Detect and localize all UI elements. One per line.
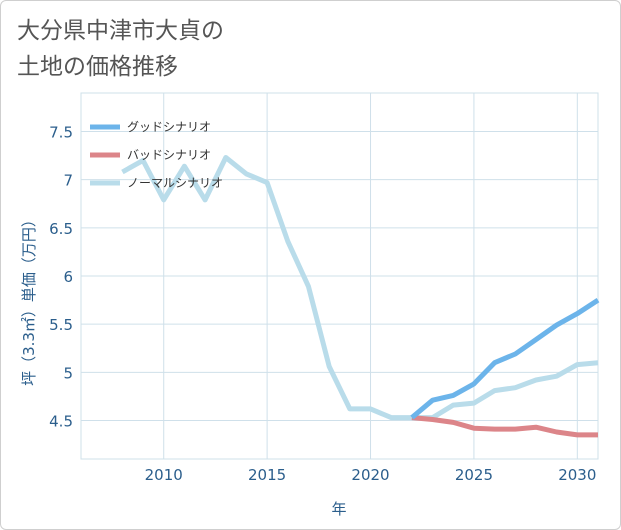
legend-label: ノーマルシナリオ: [127, 176, 223, 190]
y-tick-label: 7.5: [49, 124, 73, 142]
y-tick-label: 6: [63, 268, 73, 286]
x-axis-label: 年: [331, 500, 346, 518]
x-tick-label: 2015: [248, 466, 286, 484]
x-tick-label: 2020: [351, 466, 389, 484]
series-line: [410, 298, 600, 420]
y-tick-label: 5: [63, 364, 73, 382]
y-axis-label: 坪（3.3㎡）単価（万円）: [20, 212, 38, 386]
series-line: [121, 155, 599, 421]
x-tick-label: 2030: [558, 466, 596, 484]
series-line: [411, 415, 598, 438]
x-tick-label: 2025: [455, 466, 493, 484]
legend-label: バッドシナリオ: [127, 148, 211, 162]
y-tick-label: 6.5: [49, 220, 73, 238]
chart-title: 大分県中津市大貞の 土地の価格推移: [17, 18, 224, 80]
y-tick-label: 4.5: [49, 412, 73, 430]
y-tick-label: 7: [63, 172, 73, 190]
y-tick-label: 5.5: [49, 316, 73, 334]
legend-label: グッドシナリオ: [127, 120, 211, 134]
x-tick-label: 2010: [145, 466, 183, 484]
